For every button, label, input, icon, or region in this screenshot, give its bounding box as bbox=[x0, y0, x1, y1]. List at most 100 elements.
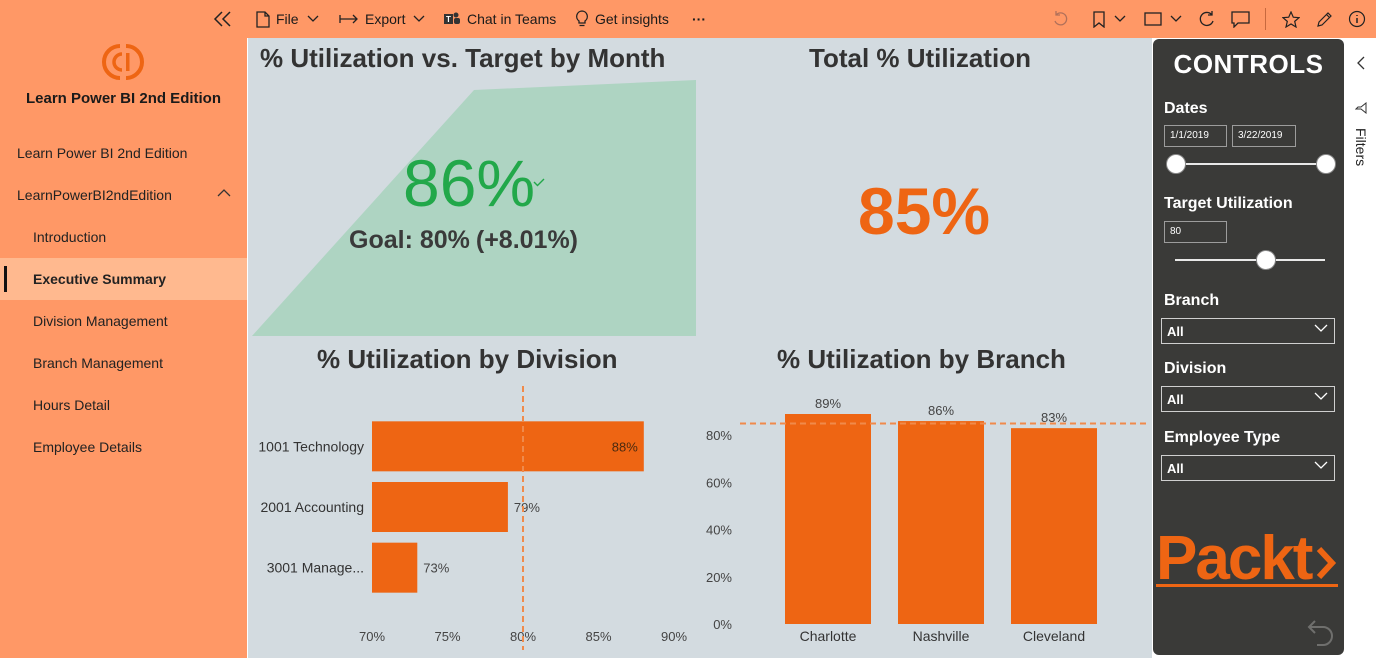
division-bar bbox=[372, 421, 644, 472]
nav-item-executive-summary[interactable]: Executive Summary bbox=[0, 258, 247, 300]
nav-item-label: Learn Power BI 2nd Edition bbox=[17, 145, 188, 161]
more-options-button[interactable]: ··· bbox=[692, 0, 706, 38]
chat-in-teams-button[interactable]: T Chat in Teams bbox=[443, 0, 556, 38]
file-icon bbox=[256, 10, 270, 28]
get-insights-button[interactable]: Get insights bbox=[575, 0, 669, 38]
info-icon bbox=[1348, 10, 1366, 28]
division-data-label: 88% bbox=[612, 439, 638, 454]
kpi-delta-text: (+8.01%) bbox=[475, 226, 579, 254]
kpi-value: 86% bbox=[403, 146, 536, 220]
employee-type-dropdown-value: All bbox=[1167, 461, 1184, 476]
packt-logo: Packt bbox=[1156, 527, 1338, 591]
back-arrow-icon[interactable] bbox=[1307, 617, 1335, 647]
top-toolbar: File Export T Chat in Teams Get insights… bbox=[0, 0, 1376, 38]
branch-dropdown-value: All bbox=[1167, 324, 1184, 339]
kpi-goal-text: Goal: 80% bbox=[349, 226, 470, 254]
target-utilization-input[interactable]: 80 bbox=[1164, 221, 1227, 243]
branch-y-tick-label: 40% bbox=[706, 523, 732, 538]
chevron-left-icon[interactable] bbox=[1356, 56, 1365, 70]
nav-item-label: LearnPowerBI2ndEdition bbox=[17, 187, 172, 203]
division-x-tick-label: 85% bbox=[585, 629, 611, 644]
division-bar bbox=[372, 542, 418, 593]
branch-bar bbox=[898, 421, 984, 624]
nav-item-introduction[interactable]: Introduction bbox=[0, 216, 247, 258]
pencil-icon bbox=[1317, 11, 1332, 27]
nav-item-label: Hours Detail bbox=[33, 397, 111, 413]
controls-title: CONTROLS bbox=[1173, 49, 1324, 79]
refresh-icon bbox=[1199, 11, 1214, 27]
branch-y-tick-label: 60% bbox=[706, 475, 732, 490]
controls-panel: CONTROLS Dates 1/1/2019 3/22/2019 Target… bbox=[1153, 39, 1344, 655]
filter-icon bbox=[1355, 102, 1367, 114]
checkmark-icon bbox=[533, 178, 545, 187]
branch-bar bbox=[785, 414, 871, 624]
reset-icon bbox=[1054, 11, 1068, 26]
division-category-label: 1001 Technology bbox=[258, 438, 364, 454]
branch-data-label: 86% bbox=[928, 403, 954, 418]
lightbulb-icon bbox=[576, 10, 588, 27]
chevron-down-icon bbox=[1314, 324, 1328, 332]
view-window-icon bbox=[1144, 12, 1162, 26]
date-start-input[interactable]: 1/1/2019 bbox=[1164, 125, 1227, 147]
teams-label: Chat in Teams bbox=[467, 11, 557, 27]
edit-button[interactable] bbox=[1316, 0, 1333, 38]
refresh-button[interactable] bbox=[1198, 0, 1216, 38]
branch-data-label: 89% bbox=[815, 396, 841, 411]
file-label: File bbox=[276, 11, 299, 27]
nav-item-label: Introduction bbox=[33, 229, 107, 245]
chevron-down-icon bbox=[414, 15, 425, 22]
bookmark-button[interactable] bbox=[1092, 0, 1126, 38]
export-arrow-icon bbox=[339, 14, 358, 24]
filters-label: Filters bbox=[1353, 128, 1369, 167]
kpi-title: % Utilization vs. Target by Month bbox=[260, 43, 666, 73]
favorite-button[interactable] bbox=[1282, 0, 1300, 38]
reset-button[interactable] bbox=[1052, 0, 1070, 38]
nav-item-app-home[interactable]: Learn Power BI 2nd Edition bbox=[0, 132, 247, 174]
branch-category-label: Nashville bbox=[913, 628, 970, 644]
division-x-tick-label: 75% bbox=[434, 629, 460, 644]
insights-label: Get insights bbox=[595, 11, 669, 27]
branch-dropdown[interactable]: All bbox=[1161, 318, 1335, 344]
branch-category-label: Charlotte bbox=[800, 628, 857, 644]
dates-label: Dates bbox=[1164, 100, 1208, 117]
charts-layer: 70% 75% 80% 85% 90% 1001 Technology 88% 2001 Ac… bbox=[258, 386, 1150, 650]
comment-button[interactable] bbox=[1231, 0, 1250, 38]
chevron-up-icon[interactable] bbox=[217, 188, 231, 197]
division-category-label: 3001 Manage... bbox=[267, 560, 364, 576]
card-value: 85% bbox=[858, 174, 991, 248]
division-data-label: 73% bbox=[423, 561, 449, 576]
chevron-down-icon bbox=[1314, 461, 1328, 469]
svg-text:T: T bbox=[446, 15, 451, 24]
file-menu-button[interactable]: File bbox=[256, 0, 319, 38]
nav-item-hours-detail[interactable]: Hours Detail bbox=[0, 384, 247, 426]
branch-y-tick-label: 20% bbox=[706, 570, 732, 585]
nav-item-branch-management[interactable]: Branch Management bbox=[0, 342, 247, 384]
teams-icon: T bbox=[444, 12, 460, 24]
date-slider-end-handle[interactable] bbox=[1316, 154, 1336, 174]
collapse-nav-button[interactable] bbox=[212, 0, 234, 38]
nav-item-label: Division Management bbox=[33, 313, 168, 329]
export-menu-button[interactable]: Export bbox=[339, 0, 425, 38]
filters-pane-collapsed[interactable]: Filters bbox=[1345, 38, 1376, 658]
branch-bar bbox=[1011, 428, 1097, 624]
date-slider-start-handle[interactable] bbox=[1166, 154, 1186, 174]
comment-icon bbox=[1231, 10, 1250, 28]
target-slider-handle[interactable] bbox=[1256, 250, 1276, 270]
division-bar bbox=[372, 482, 508, 532]
info-button[interactable] bbox=[1348, 0, 1366, 38]
branch-label: Branch bbox=[1164, 292, 1220, 309]
nav-item-division-management[interactable]: Division Management bbox=[0, 300, 247, 342]
nav-item-employee-details[interactable]: Employee Details bbox=[0, 426, 247, 468]
chevron-down-icon bbox=[307, 15, 319, 22]
division-x-tick-label: 90% bbox=[661, 629, 687, 644]
target-slider-track bbox=[1175, 259, 1325, 261]
employee-type-dropdown[interactable]: All bbox=[1161, 455, 1335, 481]
division-dropdown[interactable]: All bbox=[1161, 386, 1335, 412]
nav-item-report[interactable]: LearnPowerBI2ndEdition bbox=[0, 174, 247, 216]
nav-item-label: Branch Management bbox=[33, 355, 163, 371]
view-button[interactable] bbox=[1144, 0, 1182, 38]
division-dropdown-value: All bbox=[1167, 392, 1184, 407]
date-end-input[interactable]: 3/22/2019 bbox=[1232, 125, 1296, 147]
division-data-label: 79% bbox=[514, 500, 540, 515]
report-navigation-pane: Learn Power BI 2nd Edition Learn Power B… bbox=[0, 38, 247, 658]
